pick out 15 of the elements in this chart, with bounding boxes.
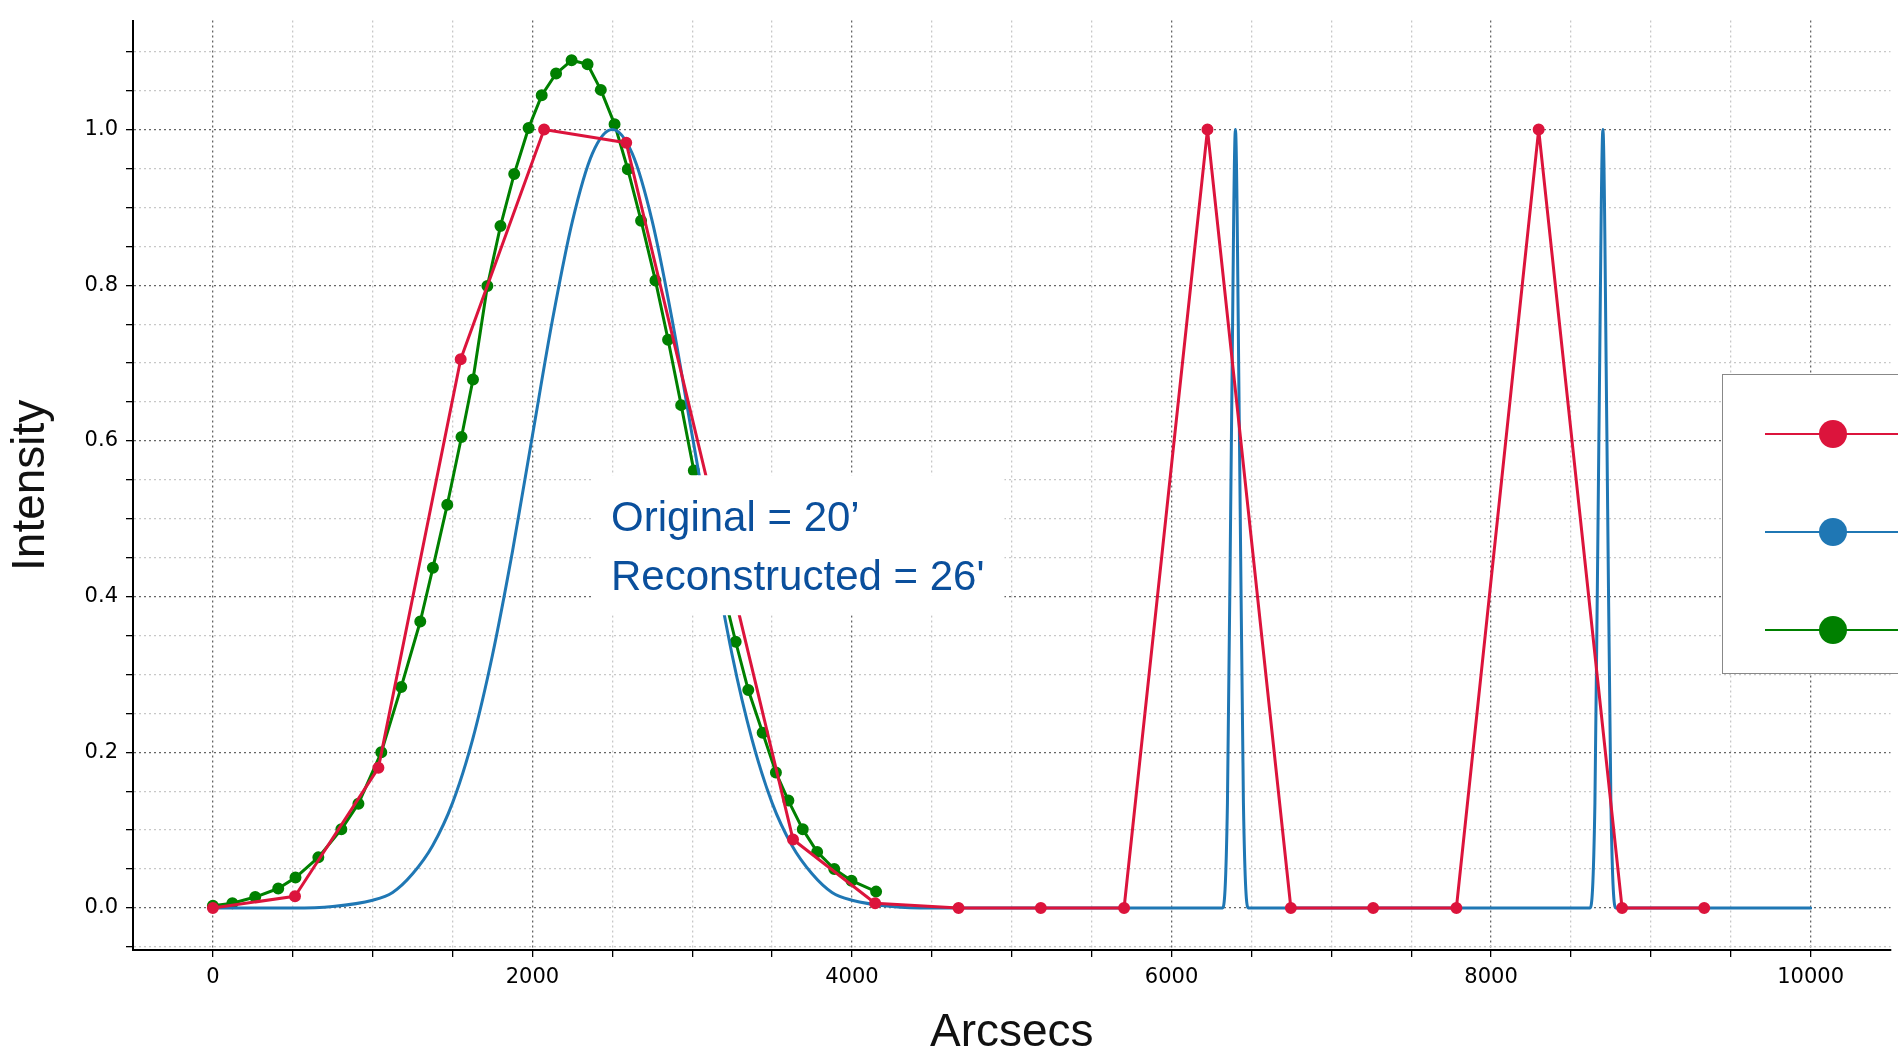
x-tick-label: 0: [206, 964, 220, 989]
x-axis-title: Arcsecs: [929, 1004, 1094, 1057]
y-tick-label: 0.4: [84, 583, 118, 608]
x-tick-label: 6000: [1144, 964, 1199, 989]
x-tick-label: 2000: [505, 964, 560, 989]
y-tick-label: 0.2: [84, 738, 118, 763]
y-axis-title: Intensity: [2, 399, 55, 571]
y-tick-label: 0.0: [84, 894, 118, 919]
y-tick-label: 0.6: [84, 427, 118, 452]
x-tick-label: 4000: [825, 964, 879, 989]
x-tick-label: 10000: [1777, 964, 1845, 989]
y-tick-label: 1.0: [84, 116, 118, 141]
annotation: Original = 20’ Reconstructed = 26': [611, 492, 985, 599]
y-tick-label: 0.8: [84, 271, 118, 296]
x-tick-label: 8000: [1464, 964, 1518, 989]
